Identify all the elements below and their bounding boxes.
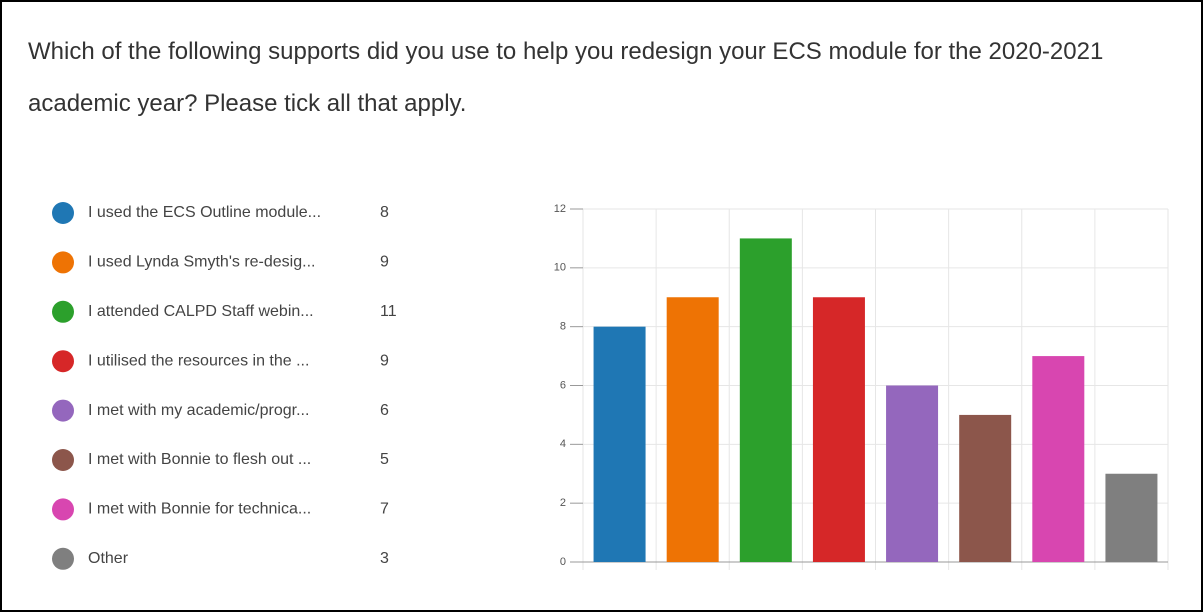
legend-swatch bbox=[52, 300, 74, 323]
bar bbox=[593, 326, 646, 562]
bar bbox=[812, 297, 865, 562]
bar bbox=[739, 238, 792, 562]
legend-label: I utilised the resources in the ... bbox=[88, 352, 309, 369]
y-tick-label: 12 bbox=[554, 203, 566, 215]
y-tick-label: 0 bbox=[560, 556, 566, 568]
legend-value: 3 bbox=[380, 550, 389, 567]
y-tick-label: 4 bbox=[560, 438, 566, 450]
legend-value: 5 bbox=[380, 451, 389, 468]
legend-swatch bbox=[52, 350, 74, 373]
legend-label: I used Lynda Smyth's re-desig... bbox=[88, 254, 315, 271]
legend-swatch bbox=[52, 202, 74, 224]
legend-swatch bbox=[52, 547, 74, 570]
legend-swatch bbox=[52, 251, 74, 274]
legend-label: I met with my academic/progr... bbox=[88, 402, 309, 419]
bar bbox=[1105, 473, 1158, 562]
legend-label: I met with Bonnie to flesh out ... bbox=[88, 451, 311, 468]
legend-value: 8 bbox=[380, 204, 389, 221]
legend-value: 9 bbox=[380, 254, 389, 271]
legend-swatch bbox=[52, 498, 74, 521]
legend-value: 6 bbox=[380, 402, 389, 419]
legend-value: 11 bbox=[380, 303, 397, 320]
y-tick-label: 10 bbox=[554, 262, 566, 274]
legend-label: I attended CALPD Staff webin... bbox=[88, 303, 314, 320]
bar bbox=[886, 385, 939, 562]
legend-swatch bbox=[52, 399, 74, 422]
legend-swatch bbox=[52, 449, 74, 471]
chart-title: Which of the following supports did you … bbox=[28, 38, 1104, 117]
y-tick-label: 8 bbox=[560, 321, 566, 333]
legend-value: 9 bbox=[380, 352, 389, 369]
bar bbox=[1032, 356, 1085, 562]
legend-label: I met with Bonnie for technica... bbox=[88, 501, 311, 518]
legend-label: I used the ECS Outline module... bbox=[88, 204, 321, 221]
bar bbox=[666, 297, 719, 562]
y-tick-label: 2 bbox=[560, 497, 566, 509]
legend-value: 7 bbox=[380, 501, 389, 518]
bar bbox=[959, 414, 1012, 562]
legend-label: Other bbox=[88, 550, 129, 567]
y-tick-label: 6 bbox=[560, 379, 566, 391]
